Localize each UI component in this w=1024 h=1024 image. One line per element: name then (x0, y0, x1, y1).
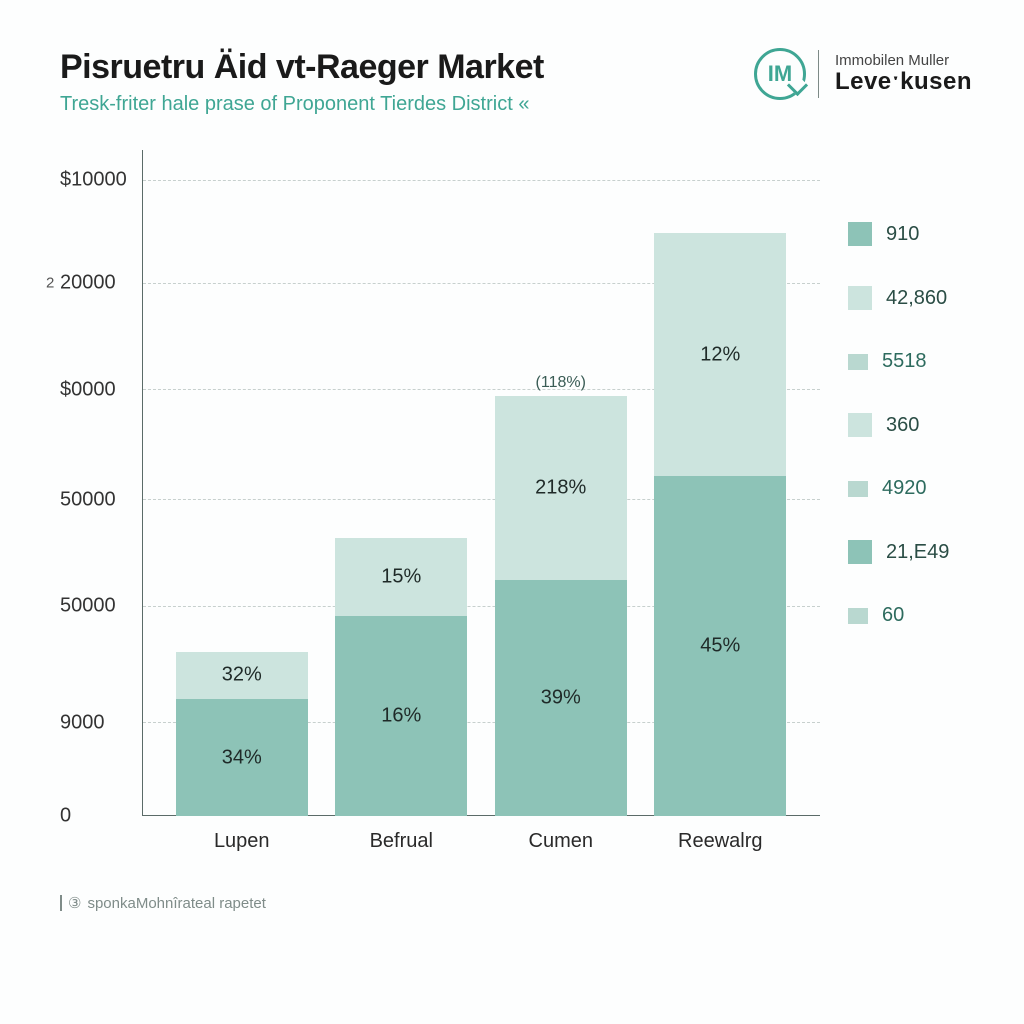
y-tick-label: 20000 (60, 272, 142, 295)
header: Pisruetru Äid vt-Raeger Market Tresk-fri… (60, 48, 972, 116)
y-tick-label: 50000 (60, 488, 142, 511)
bar-segment-label: 45% (700, 635, 740, 658)
legend-item: 21,E49 (848, 540, 972, 564)
bar-slot: 45% 12% (645, 150, 795, 816)
y-tick-label: 9000 (60, 711, 142, 734)
bar-slot: 16% 15% (326, 150, 476, 816)
bar-segment: 39% (495, 580, 627, 816)
legend-swatch (848, 286, 872, 310)
footer-icon (60, 895, 62, 911)
legend-swatch (848, 481, 868, 497)
x-tick-label: Cumen (486, 816, 636, 870)
legend-item: 4920 (848, 477, 972, 500)
brand-logo-icon: IM (754, 48, 806, 100)
x-tick-label: Lupen (167, 816, 317, 870)
legend-label: 360 (886, 414, 919, 437)
brand-line2: Leveˑkusen (835, 69, 972, 95)
plot-area: 090005000050000$0000200002$10000 34%32%1… (60, 150, 820, 870)
bar-segment: 45% (654, 476, 786, 816)
footer-note: ③ sponkaMohnîrateal rapetet (60, 894, 972, 912)
bar-segment-label: 15% (381, 565, 421, 588)
legend-swatch (848, 540, 872, 564)
bar: 39% 218%(118%) (495, 396, 627, 816)
chart-subtitle: Tresk-friter hale prase of Proponent Tie… (60, 93, 544, 116)
legend-item: 360 (848, 413, 972, 437)
x-tick-label: Befrual (326, 816, 476, 870)
y-tick-label: $0000 (60, 378, 142, 401)
legend-swatch (848, 222, 872, 246)
legend-swatch (848, 608, 868, 624)
y-tick-label: $10000 (60, 168, 142, 191)
bar: 45% 12% (654, 233, 786, 816)
legend: 910 42,860 5518 360 4920 21,E49 60 (820, 150, 972, 870)
bar-segment: 218%(118%) (495, 396, 627, 579)
bar-slot: 39%218%(118%) (486, 150, 636, 816)
y-tick-label: 50000 (60, 595, 142, 618)
legend-label: 42,860 (886, 287, 947, 310)
bar-segment: 12% (654, 233, 786, 476)
brand-logo-text: IM (768, 61, 792, 87)
legend-label: 5518 (882, 350, 927, 373)
legend-label: 4920 (882, 477, 927, 500)
bar-segment: 32% (176, 652, 308, 700)
bar-segment: 15% (335, 538, 467, 617)
bar: 34% 32% (176, 652, 308, 817)
x-axis: LupenBefrualCumenReewalrg (142, 816, 820, 870)
bar-slot: 34% 32% (167, 150, 317, 816)
y-axis: 090005000050000$0000200002$10000 (60, 150, 142, 816)
brand-divider (818, 50, 819, 98)
footer-text: sponkaMohnîrateal rapetet (87, 895, 265, 912)
legend-item: 60 (848, 604, 972, 627)
legend-swatch (848, 413, 872, 437)
legend-item: 42,860 (848, 286, 972, 310)
bar-segment-label: 39% (541, 686, 581, 709)
legend-label: 21,E49 (886, 541, 949, 564)
y-tick-sup: 2 (46, 275, 54, 292)
legend-swatch (848, 354, 868, 370)
legend-item: 910 (848, 222, 972, 246)
chart: 090005000050000$0000200002$10000 34%32%1… (60, 150, 972, 870)
bars-container: 34%32%16%15%39%218%(118%)45%12% (142, 150, 820, 816)
bar-segment: 34% (176, 699, 308, 816)
brand-line1: Immobilen Muller (835, 53, 972, 70)
legend-item: 5518 (848, 350, 972, 373)
bar-segment-label: 32% (222, 664, 262, 687)
bar: 16% 15% (335, 538, 467, 816)
brand-block: IM Immobilen Muller Leveˑkusen (754, 48, 972, 100)
legend-label: 60 (882, 604, 904, 627)
legend-label: 910 (886, 223, 919, 246)
bar-top-label: (118%) (536, 374, 586, 392)
bar-segment: 16% (335, 616, 467, 816)
chart-title: Pisruetru Äid vt-Raeger Market (60, 48, 544, 87)
bar-segment-label: 12% (700, 343, 740, 366)
y-tick-label: 0 (60, 805, 142, 828)
bar-segment-label: 34% (222, 746, 262, 769)
bar-segment-label: 218% (535, 477, 586, 500)
bar-segment-label: 16% (381, 705, 421, 728)
x-tick-label: Reewalrg (645, 816, 795, 870)
